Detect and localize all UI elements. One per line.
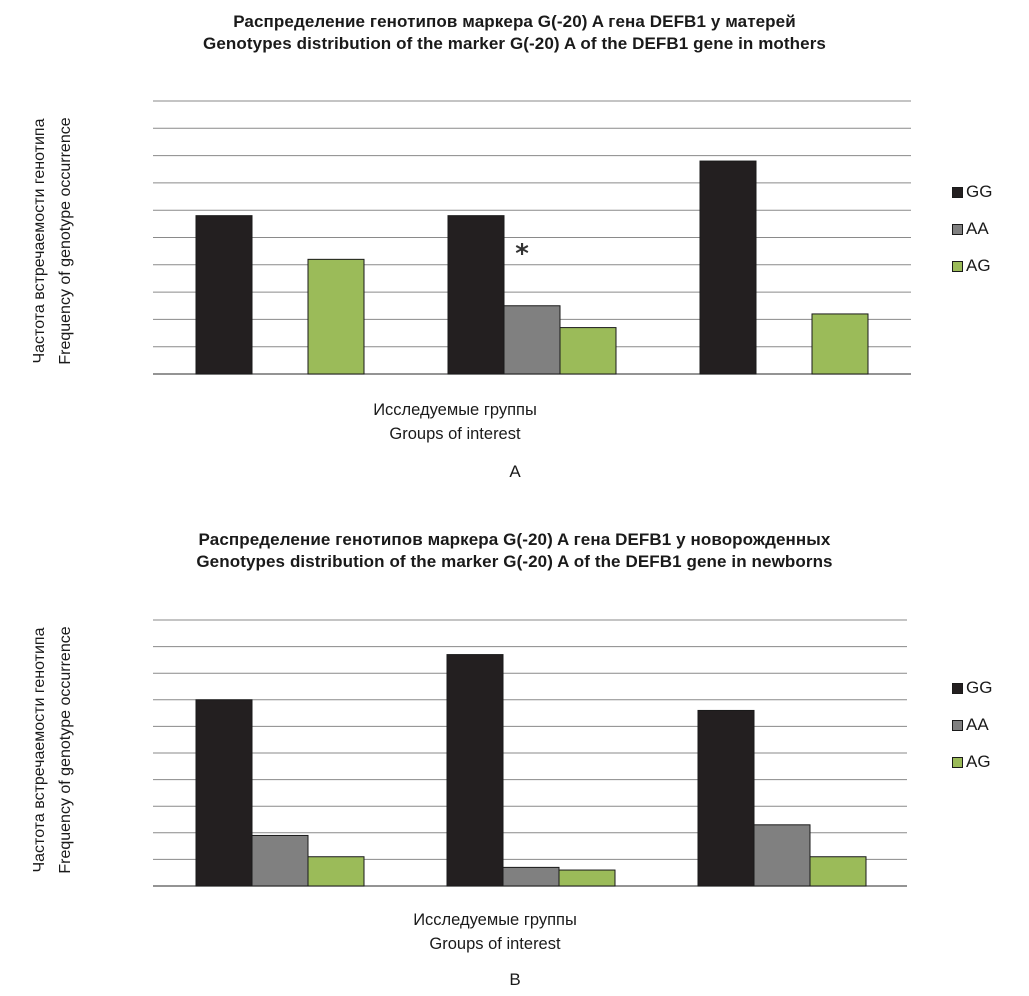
- legend-label-ag: AG: [966, 752, 991, 771]
- bar-ag-group-1: [307, 258, 365, 375]
- x-axis-label-ru: Исследуемые группы: [413, 911, 577, 929]
- legend-item-gg: GG: [952, 180, 992, 204]
- legend-item-aa: AA: [952, 713, 992, 737]
- chart-title-ru: Распределение генотипов маркера G(-20) A…: [233, 12, 796, 31]
- chart-title-ru: Распределение генотипов маркера G(-20) A…: [198, 530, 831, 549]
- chart-plot-a: *: [153, 100, 911, 375]
- bar-ag-group-2: [559, 327, 617, 375]
- chart-title-en: Genotypes distribution of the marker G(-…: [203, 34, 826, 53]
- legend-swatch-gg: [952, 682, 963, 694]
- legend-label-aa: AA: [966, 219, 989, 238]
- bar-gg-group-1: [195, 215, 253, 375]
- legend-item-aa: AA: [952, 217, 992, 241]
- bar-aa-group-2: [502, 866, 560, 887]
- bar-gg-group-1: [195, 699, 253, 887]
- legend-swatch-aa: [952, 223, 963, 235]
- y-axis-label-ru: Частота встречаемости генотипа: [31, 118, 48, 364]
- significance-asterisk: *: [515, 239, 529, 269]
- legend-swatch-aa: [952, 719, 963, 731]
- chart-panel-a: Распределение генотипов маркера G(-20) A…: [31, 12, 992, 481]
- bar-gg-group-3: [699, 160, 757, 375]
- bar-aa-group-3: [753, 824, 811, 887]
- legend-swatch-gg: [952, 186, 963, 198]
- chart-panel-b: Распределение генотипов маркера G(-20) A…: [0, 498, 1029, 996]
- bar-ag-group-3: [809, 856, 867, 887]
- legend-label-ag: AG: [966, 256, 991, 275]
- panel-label: A: [509, 462, 521, 481]
- bar-ag-group-2: [558, 869, 616, 887]
- legend-swatch-ag: [952, 260, 963, 272]
- panel-label: B: [509, 970, 521, 989]
- legend-label-gg: GG: [966, 182, 993, 201]
- legend: GG AA AG: [952, 676, 992, 787]
- bar-gg-group-3: [697, 709, 755, 887]
- bar-ag-group-1: [307, 856, 365, 887]
- legend-item-ag: AG: [952, 750, 992, 774]
- bar-aa-group-1: [251, 834, 309, 887]
- bar-gg-group-2: [446, 654, 504, 887]
- legend-label-aa: AA: [966, 715, 989, 734]
- legend-item-ag: AG: [952, 254, 992, 278]
- chart-plot-b: [153, 619, 907, 887]
- y-axis-label-en: Frequency of genotype occurrence: [57, 626, 74, 874]
- bar-ag-group-3: [811, 313, 869, 375]
- x-axis-label-ru: Исследуемые группы: [373, 401, 537, 419]
- y-axis-label-en: Frequency of genotype occurrence: [57, 117, 74, 365]
- chart-title-en: Genotypes distribution of the marker G(-…: [196, 552, 833, 571]
- annotation-background: [509, 243, 537, 261]
- x-axis-label-en: Groups of interest: [389, 425, 521, 443]
- legend-label-gg: GG: [966, 678, 993, 697]
- legend-item-gg: GG: [952, 676, 992, 700]
- bar-aa-group-2: [503, 305, 561, 375]
- bar-gg-group-2: [447, 215, 505, 375]
- y-axis-label-ru: Частота встречаемости генотипа: [31, 627, 48, 873]
- legend: GG AA AG: [952, 180, 992, 291]
- legend-swatch-ag: [952, 756, 963, 768]
- x-axis-label-en: Groups of interest: [429, 935, 561, 953]
